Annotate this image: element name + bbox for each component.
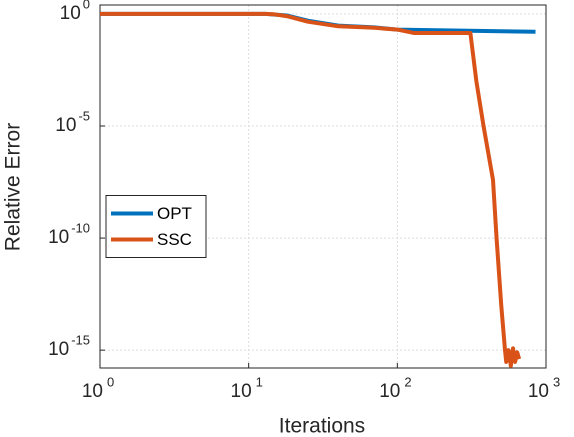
legend-box bbox=[105, 195, 207, 258]
x-axis-label: Iterations bbox=[279, 415, 365, 437]
legend-label: OPT bbox=[157, 204, 192, 223]
x-tick-label: 10 bbox=[82, 381, 103, 402]
x-tick-label: 10 bbox=[528, 381, 549, 402]
y-tick-exponent: 0 bbox=[83, 0, 90, 11]
data-line bbox=[100, 11, 522, 368]
plot-frame bbox=[99, 4, 547, 369]
x-tick-label: 10 bbox=[231, 381, 252, 402]
y-axis-label: Relative Error bbox=[2, 123, 25, 251]
x-tick-exponent: 1 bbox=[256, 374, 263, 389]
y-tick-label: 10 bbox=[55, 115, 76, 136]
x-tick-exponent: 3 bbox=[553, 374, 560, 389]
y-tick-exponent: -15 bbox=[71, 333, 90, 348]
x-tick-label: 10 bbox=[379, 381, 400, 402]
y-tick-label: 10 bbox=[48, 227, 69, 248]
y-tick-label: 10 bbox=[48, 339, 69, 360]
legend-label: SSC bbox=[157, 230, 192, 249]
y-tick-exponent: -10 bbox=[71, 221, 90, 236]
y-tick-exponent: -5 bbox=[78, 108, 90, 123]
x-tick-exponent: 0 bbox=[107, 374, 114, 389]
y-tick-label: 10 bbox=[60, 3, 81, 24]
x-tick-exponent: 2 bbox=[404, 374, 411, 389]
